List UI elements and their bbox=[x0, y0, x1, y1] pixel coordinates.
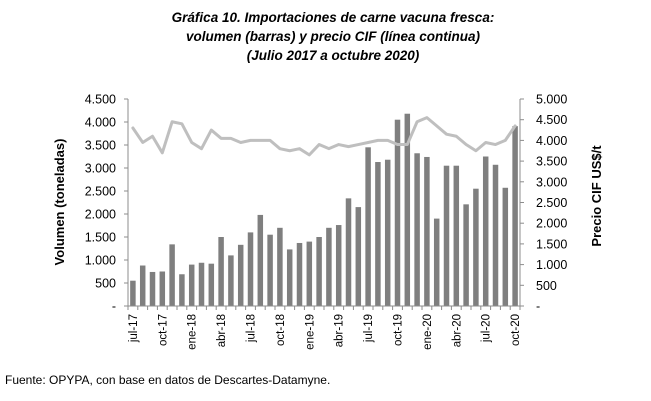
volume-bar bbox=[159, 271, 166, 306]
left-tick-label: 4.000 bbox=[85, 116, 116, 130]
right-tick-label: 1.000 bbox=[536, 258, 567, 272]
x-tick-label: jul-19 bbox=[363, 314, 375, 343]
volume-bar bbox=[188, 264, 195, 306]
left-tick-label: 3.000 bbox=[85, 162, 116, 176]
volume-bar bbox=[473, 188, 479, 306]
x-tick-label: oct-17 bbox=[157, 314, 169, 346]
volume-bar bbox=[237, 244, 244, 306]
left-tick-label: 4.500 bbox=[85, 93, 116, 107]
volume-bar bbox=[169, 244, 175, 306]
chart-title-line-3: (Julio 2017 a octubre 2020) bbox=[247, 48, 420, 63]
volume-bar bbox=[247, 232, 254, 306]
volume-bars bbox=[130, 113, 518, 306]
volume-bar bbox=[492, 164, 499, 306]
left-tick-label: 2.000 bbox=[85, 208, 116, 222]
volume-bar bbox=[316, 237, 322, 306]
right-tick-label: 2.500 bbox=[536, 196, 567, 210]
volume-bar bbox=[482, 156, 489, 306]
volume-bar bbox=[218, 237, 224, 306]
left-tick-label: 1.500 bbox=[85, 231, 116, 245]
volume-bar bbox=[404, 113, 411, 306]
x-tick-label: jul-17 bbox=[128, 314, 140, 343]
x-tick-label: ene-18 bbox=[187, 314, 199, 350]
volume-bar bbox=[296, 242, 303, 306]
volume-bar bbox=[277, 227, 283, 306]
x-tick-label: jul-20 bbox=[481, 314, 493, 343]
volume-bar bbox=[394, 119, 401, 306]
volume-bar bbox=[179, 274, 185, 306]
volume-bar bbox=[424, 156, 430, 306]
left-axis-ticks: - 500 1.000 1.500 2.000 2.500 3.000 3.500 4.000 4… bbox=[85, 93, 128, 314]
right-tick-label: 1.500 bbox=[536, 237, 567, 251]
volume-bar bbox=[198, 262, 205, 306]
right-axis-ticks: - 500 1.000 1.500 2.000 2.500 3.000 3.500 4.000 4… bbox=[520, 93, 567, 314]
volume-bar bbox=[335, 225, 342, 306]
x-tick-label: oct-20 bbox=[510, 314, 522, 346]
volume-bar bbox=[345, 198, 352, 306]
left-tick-label: 500 bbox=[95, 277, 116, 291]
y-axis-label: Volumen (toneladas) bbox=[52, 139, 67, 266]
x-tick-label: abr-18 bbox=[216, 314, 228, 347]
x-tick-label: ene-20 bbox=[422, 314, 434, 350]
y2-axis-label: Precio CIF US$/t bbox=[589, 145, 604, 247]
right-tick-label: - bbox=[536, 300, 540, 314]
volume-bar bbox=[306, 241, 313, 306]
left-tick-label: 3.500 bbox=[85, 139, 116, 153]
right-tick-label: 3.000 bbox=[536, 175, 567, 189]
right-tick-label: 2.000 bbox=[536, 217, 567, 231]
volume-bar bbox=[414, 153, 420, 306]
x-tick-label: jul-18 bbox=[246, 314, 258, 343]
x-tick-label: oct-18 bbox=[275, 314, 287, 346]
volume-bar bbox=[326, 227, 332, 306]
volume-bar bbox=[208, 263, 215, 306]
chart-title-line-2: volumen (barras) y precio CIF (línea con… bbox=[186, 29, 481, 44]
price-line-layer bbox=[131, 116, 517, 157]
right-tick-label: 4.000 bbox=[536, 134, 567, 148]
x-tick-label: oct-19 bbox=[393, 314, 405, 346]
volume-bar bbox=[149, 271, 156, 306]
volume-bar bbox=[453, 165, 460, 306]
volume-bar bbox=[286, 249, 293, 306]
left-tick-label: 2.500 bbox=[85, 185, 116, 199]
volume-bar bbox=[355, 207, 362, 306]
volume-bar bbox=[267, 234, 273, 306]
left-tick-label: - bbox=[112, 300, 116, 314]
x-tick-label: ene-19 bbox=[304, 314, 316, 350]
x-tick-label: abr-20 bbox=[451, 314, 463, 347]
volume-bar bbox=[375, 162, 381, 306]
volume-bar bbox=[512, 126, 518, 306]
left-tick-label: 1.000 bbox=[85, 254, 116, 268]
x-axis-ticks: jul-17 oct-17 ene-18 abr-18 jul-18 oct-18 ene-… bbox=[127, 306, 522, 350]
volume-bar bbox=[433, 218, 440, 306]
volume-bar bbox=[443, 165, 450, 306]
right-tick-label: 4.500 bbox=[536, 113, 567, 127]
right-tick-label: 5.000 bbox=[536, 93, 567, 107]
volume-bar bbox=[463, 204, 469, 306]
volume-bar bbox=[365, 147, 371, 306]
volume-bar bbox=[502, 187, 509, 306]
volume-bar bbox=[228, 255, 234, 306]
volume-bar bbox=[139, 265, 146, 306]
source-note: Fuente: OPYPA, con base en datos de Desc… bbox=[5, 373, 331, 387]
volume-bar bbox=[130, 280, 136, 306]
right-tick-label: 3.500 bbox=[536, 155, 567, 169]
x-tick-label: abr-19 bbox=[334, 314, 346, 347]
price-line bbox=[131, 116, 517, 157]
volume-bar bbox=[257, 214, 264, 306]
right-tick-label: 500 bbox=[536, 279, 557, 293]
volume-bar bbox=[384, 159, 391, 306]
chart-title-line-1: Gráfica 10. Importaciones de carne vacun… bbox=[172, 10, 495, 25]
